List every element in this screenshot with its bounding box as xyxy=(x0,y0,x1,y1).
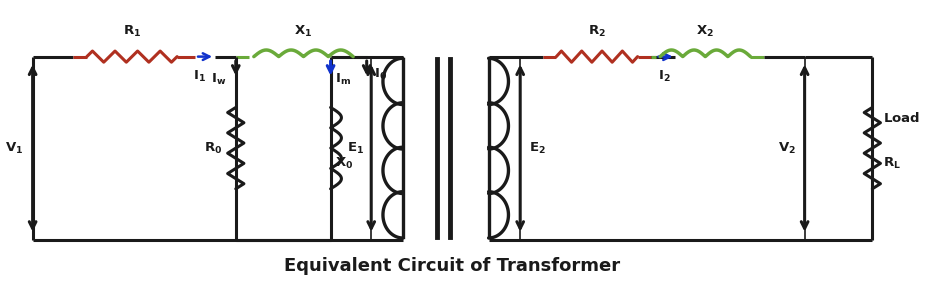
Text: $\mathbf{R_L}$: $\mathbf{R_L}$ xyxy=(883,156,901,171)
Text: $\mathbf{R_0}$: $\mathbf{R_0}$ xyxy=(204,140,222,156)
Text: $\mathbf{X_2}$: $\mathbf{X_2}$ xyxy=(697,24,714,39)
Text: $\mathbf{X_1}$: $\mathbf{X_1}$ xyxy=(294,24,313,39)
Text: $\mathbf{E_2}$: $\mathbf{E_2}$ xyxy=(529,140,546,156)
Text: $\mathbf{R_2}$: $\mathbf{R_2}$ xyxy=(588,24,606,39)
Text: $\mathbf{R_1}$: $\mathbf{R_1}$ xyxy=(123,24,141,39)
Text: $\mathbf{E_1}$: $\mathbf{E_1}$ xyxy=(347,140,364,156)
Text: Equivalent Circuit of Transformer: Equivalent Circuit of Transformer xyxy=(284,257,621,275)
Text: $\mathbf{Load}$: $\mathbf{Load}$ xyxy=(883,111,920,124)
Text: $\mathbf{V_1}$: $\mathbf{V_1}$ xyxy=(6,140,24,156)
Text: $\mathbf{I_2}$: $\mathbf{I_2}$ xyxy=(659,69,671,84)
Text: $\mathbf{X_0}$: $\mathbf{X_0}$ xyxy=(335,156,353,171)
Text: $\mathbf{I_1}$: $\mathbf{I_1}$ xyxy=(193,69,206,84)
Text: $\mathbf{I_0}$: $\mathbf{I_0}$ xyxy=(374,67,387,82)
Text: $\mathbf{I_w}$: $\mathbf{I_w}$ xyxy=(212,72,227,87)
Text: $\mathbf{I_m}$: $\mathbf{I_m}$ xyxy=(335,72,352,87)
Text: $\mathbf{V_2}$: $\mathbf{V_2}$ xyxy=(778,140,796,156)
